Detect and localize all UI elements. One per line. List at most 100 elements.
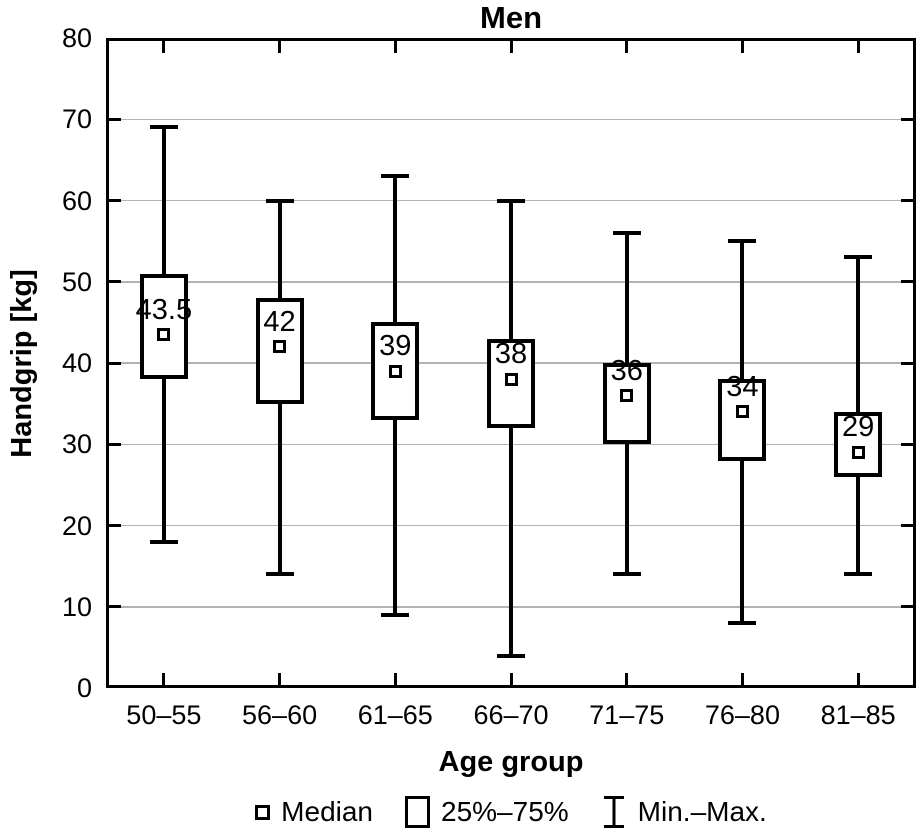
whisker-upper-stem [624, 233, 629, 363]
x-tick-top [278, 41, 282, 53]
whisker-upper-stem [856, 257, 861, 412]
whisker-lower-cap [612, 572, 641, 577]
x-tick-bottom [393, 673, 397, 685]
plot-frame-bottom [106, 685, 916, 688]
x-tick-label: 66–70 [473, 700, 549, 730]
legend-label-median: Median [281, 796, 374, 827]
y-tick-label: 30 [61, 429, 92, 460]
median-marker [504, 372, 518, 386]
whisker-lower-stem [624, 444, 629, 575]
whisker-upper-stem [740, 241, 745, 380]
whisker-lower-cap [844, 572, 873, 577]
median-value-label: 42 [263, 305, 296, 338]
whisker-lower-cap [381, 612, 410, 617]
x-tick-bottom [740, 673, 744, 685]
whisker-lower-stem [277, 403, 282, 575]
plot-area: 43.5 42 39 38 36 34 29 [106, 38, 916, 688]
whisker-lower-stem [740, 460, 745, 623]
whisker-upper-cap [381, 174, 410, 179]
x-tick-top [625, 41, 629, 53]
whisker-upper-stem [277, 200, 282, 298]
y-tick-right [901, 524, 913, 527]
y-tick-left [109, 605, 121, 609]
iqr-box [602, 363, 651, 445]
x-tick-bottom [509, 673, 513, 685]
whisker-upper-cap [497, 198, 525, 203]
iqr-box-icon [405, 796, 431, 828]
y-tick-left [109, 117, 121, 121]
whisker-lower-stem [856, 476, 861, 575]
median-marker [388, 364, 402, 378]
x-tick-top [856, 41, 860, 53]
x-tick-label: 50–55 [126, 700, 202, 730]
whisker-lower-stem [161, 379, 166, 542]
x-tick-bottom [278, 673, 282, 685]
median-marker [620, 389, 634, 402]
whisker-lower-stem [509, 428, 513, 656]
whisker-lower-stem [393, 419, 398, 615]
x-tick-bottom [856, 673, 860, 685]
y-tick-label: 40 [61, 348, 92, 378]
whisker-upper-cap [728, 239, 757, 244]
legend-label-minmax: Min.–Max. [637, 796, 767, 827]
x-tick-label: 81–85 [820, 700, 896, 730]
median-marker [851, 445, 865, 459]
median-marker [157, 328, 171, 342]
median-value-label: 38 [494, 338, 528, 371]
plot-frame-right [913, 38, 916, 688]
x-axis-title: Age group [438, 746, 584, 778]
median-marker [735, 405, 749, 419]
y-tick-right [901, 361, 913, 365]
median-marker-icon [255, 804, 271, 820]
y-tick-right [901, 442, 913, 446]
whisker-upper-cap [265, 198, 294, 203]
y-tick-right [901, 280, 913, 284]
y-tick-right [901, 605, 913, 609]
iqr-box [834, 411, 883, 477]
x-tick-top [740, 41, 744, 53]
y-tick-left [109, 442, 121, 446]
legend-item-minmax: Min.–Max. [601, 795, 767, 829]
median-value-label: 29 [842, 411, 875, 444]
whisker-upper-stem [161, 127, 166, 274]
whisker-lower-cap [265, 572, 294, 577]
y-tick-left [109, 199, 121, 202]
whisker-lower-cap [149, 539, 178, 544]
median-value-label: 36 [610, 354, 643, 387]
legend-label-iqr: 25%–75% [441, 796, 569, 827]
x-tick-bottom [625, 673, 629, 685]
median-value-label: 34 [726, 370, 759, 403]
whisker-upper-stem [509, 200, 513, 339]
x-tick-label: 56–60 [242, 700, 318, 730]
legend-item-median: Median [255, 796, 373, 828]
whisker-lower-cap [497, 653, 525, 658]
plot-frame-left [106, 38, 109, 688]
y-tick-label: 0 [76, 673, 92, 703]
x-tick-label: 61–65 [357, 700, 433, 730]
median-marker [273, 340, 287, 354]
y-tick-label: 80 [61, 23, 92, 53]
iqr-box [139, 273, 188, 380]
chart-title: Men [480, 0, 542, 35]
legend-item-iqr: 25%–75% [405, 796, 569, 828]
whisker-upper-stem [393, 176, 398, 323]
y-tick-left [109, 524, 121, 527]
y-tick-right [901, 199, 913, 202]
legend: Median 25%–75% Min.–Max. [106, 792, 916, 832]
whisker-upper-cap [844, 255, 873, 260]
y-tick-label: 70 [61, 104, 92, 135]
y-tick-label: 60 [61, 185, 92, 216]
iqr-box [718, 379, 767, 461]
x-tick-top [393, 41, 397, 53]
y-tick-right [901, 117, 913, 121]
x-tick-bottom [162, 673, 166, 685]
x-tick-label: 76–80 [704, 700, 780, 730]
median-value-label: 43.5 [135, 293, 193, 326]
y-tick-label: 10 [61, 591, 92, 622]
y-tick-left [109, 280, 121, 284]
x-tick-label: 71–75 [589, 700, 665, 730]
median-value-label: 39 [379, 330, 412, 363]
whisker-upper-cap [149, 125, 178, 130]
x-tick-top [509, 41, 513, 53]
